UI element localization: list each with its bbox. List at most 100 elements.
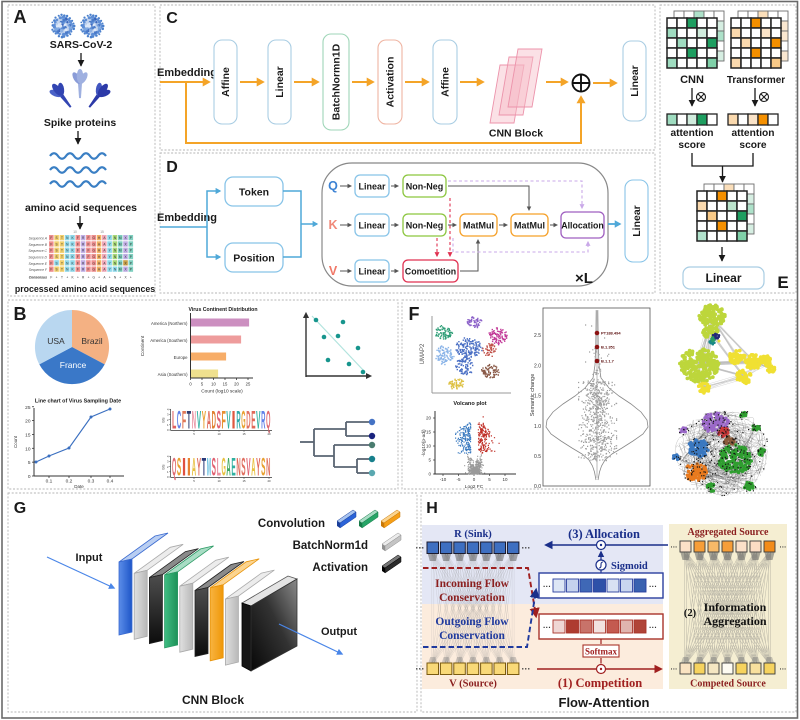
svg-text:Linear: Linear xyxy=(705,271,741,285)
svg-text:E: E xyxy=(251,407,255,435)
svg-text:1: 1 xyxy=(167,470,169,474)
svg-text:America (Southern): America (Southern) xyxy=(150,338,188,343)
svg-text:K: K xyxy=(72,268,75,272)
svg-text:N: N xyxy=(114,236,117,240)
svg-text:D: D xyxy=(246,407,250,435)
svg-text:N: N xyxy=(114,255,117,259)
svg-text:S: S xyxy=(56,268,58,272)
svg-text:Y: Y xyxy=(109,242,112,246)
svg-text:K: K xyxy=(72,255,75,259)
svg-text:10: 10 xyxy=(217,479,221,483)
svg-text:M: M xyxy=(119,249,122,253)
svg-text:America (Northern): America (Northern) xyxy=(151,321,188,326)
svg-text:B.1.1.7: B.1.1.7 xyxy=(601,358,615,363)
svg-text:20: 20 xyxy=(25,419,31,425)
svg-text:S: S xyxy=(56,255,58,259)
svg-text:Y: Y xyxy=(109,261,112,265)
svg-text:F: F xyxy=(50,261,52,265)
svg-text:F: F xyxy=(88,236,90,240)
svg-text:score: score xyxy=(678,140,706,151)
svg-text:Non-Neg: Non-Neg xyxy=(406,220,444,230)
svg-text:F: F xyxy=(50,268,52,272)
svg-text:CNN Block: CNN Block xyxy=(182,693,244,707)
svg-text:M: M xyxy=(119,236,122,240)
svg-text:15: 15 xyxy=(426,430,432,435)
svg-text:X: X xyxy=(125,249,128,253)
svg-text:Linear: Linear xyxy=(358,266,386,276)
svg-text:0.1: 0.1 xyxy=(46,479,53,485)
svg-text:V: V xyxy=(226,407,230,435)
svg-text:Q: Q xyxy=(328,179,338,193)
svg-text:F: F xyxy=(77,261,79,265)
svg-text:Spike proteins: Spike proteins xyxy=(44,117,117,129)
svg-text:G: G xyxy=(222,454,226,482)
svg-text:5: 5 xyxy=(428,458,431,463)
svg-text:Softmax: Softmax xyxy=(585,647,617,657)
svg-text:0: 0 xyxy=(167,475,169,479)
svg-text:Brazil: Brazil xyxy=(81,336,102,346)
svg-text:Sequence D: Sequence D xyxy=(28,256,47,260)
svg-text:10: 10 xyxy=(211,382,216,387)
svg-text:A: A xyxy=(103,242,106,246)
svg-text:···: ··· xyxy=(543,623,551,632)
svg-text:N: N xyxy=(114,261,117,265)
svg-text:E: E xyxy=(231,454,235,482)
svg-text:N: N xyxy=(114,268,117,272)
svg-text:Input: Input xyxy=(76,552,103,564)
svg-text:Incoming Flow: Incoming Flow xyxy=(435,578,509,590)
svg-text:V: V xyxy=(256,407,260,435)
svg-text:Comoetition: Comoetition xyxy=(405,266,456,276)
svg-text:amino acid sequences: amino acid sequences xyxy=(25,202,137,214)
svg-text:Date: Date xyxy=(74,484,84,489)
svg-text:attention: attention xyxy=(670,128,713,139)
svg-text:bits: bits xyxy=(162,417,166,422)
svg-text:Aggregated Source: Aggregated Source xyxy=(687,527,769,538)
svg-text:CNN Block: CNN Block xyxy=(489,128,543,140)
svg-text:+: + xyxy=(98,275,100,279)
svg-text:K: K xyxy=(72,242,75,246)
svg-text:0.2: 0.2 xyxy=(66,479,73,485)
svg-text:A: A xyxy=(103,261,106,265)
svg-text:C: C xyxy=(177,407,181,435)
svg-text:A: A xyxy=(192,454,196,482)
svg-text:N: N xyxy=(192,407,196,435)
svg-text:R (Sink): R (Sink) xyxy=(454,529,492,540)
svg-text:Non-Neg: Non-Neg xyxy=(406,181,444,191)
svg-text:Line chart of Virus Sampling D: Line chart of Virus Sampling Date xyxy=(35,399,121,405)
svg-text:F: F xyxy=(222,407,226,435)
svg-text:K: K xyxy=(328,218,337,232)
svg-text:H: H xyxy=(98,236,101,240)
svg-text:L: L xyxy=(172,407,176,435)
svg-text:(1) Competition: (1) Competition xyxy=(558,676,642,690)
svg-text:M: M xyxy=(119,261,122,265)
svg-text:N: N xyxy=(66,249,69,253)
svg-text:Token: Token xyxy=(239,187,269,199)
svg-text:Transformer: Transformer xyxy=(727,75,785,86)
svg-text:+: + xyxy=(56,275,58,279)
svg-text:1.5: 1.5 xyxy=(534,394,541,400)
svg-text:score: score xyxy=(739,140,767,151)
svg-text:R: R xyxy=(82,249,85,253)
svg-text:Conservation: Conservation xyxy=(439,592,505,604)
svg-text:Sequence F: Sequence F xyxy=(29,268,48,272)
svg-text:P: P xyxy=(130,268,132,272)
svg-text:Q: Q xyxy=(266,407,270,435)
svg-text:N: N xyxy=(266,454,270,482)
svg-text:N: N xyxy=(236,454,240,482)
svg-text:···: ··· xyxy=(649,623,657,632)
svg-text:L: L xyxy=(217,454,221,482)
svg-text:2: 2 xyxy=(167,465,169,469)
svg-text:···: ··· xyxy=(543,582,551,591)
svg-text:G: G xyxy=(241,407,245,435)
svg-text:10: 10 xyxy=(426,444,432,449)
svg-text:P: P xyxy=(130,249,132,253)
svg-text:E: E xyxy=(777,273,788,292)
svg-text:15: 15 xyxy=(100,230,104,234)
svg-text:P: P xyxy=(130,236,132,240)
svg-text:N: N xyxy=(114,242,117,246)
svg-text:Europe: Europe xyxy=(174,355,188,360)
svg-text:R: R xyxy=(82,236,85,240)
svg-text:X: X xyxy=(125,268,128,272)
svg-text:15: 15 xyxy=(25,432,31,438)
svg-text:A: A xyxy=(207,407,211,435)
